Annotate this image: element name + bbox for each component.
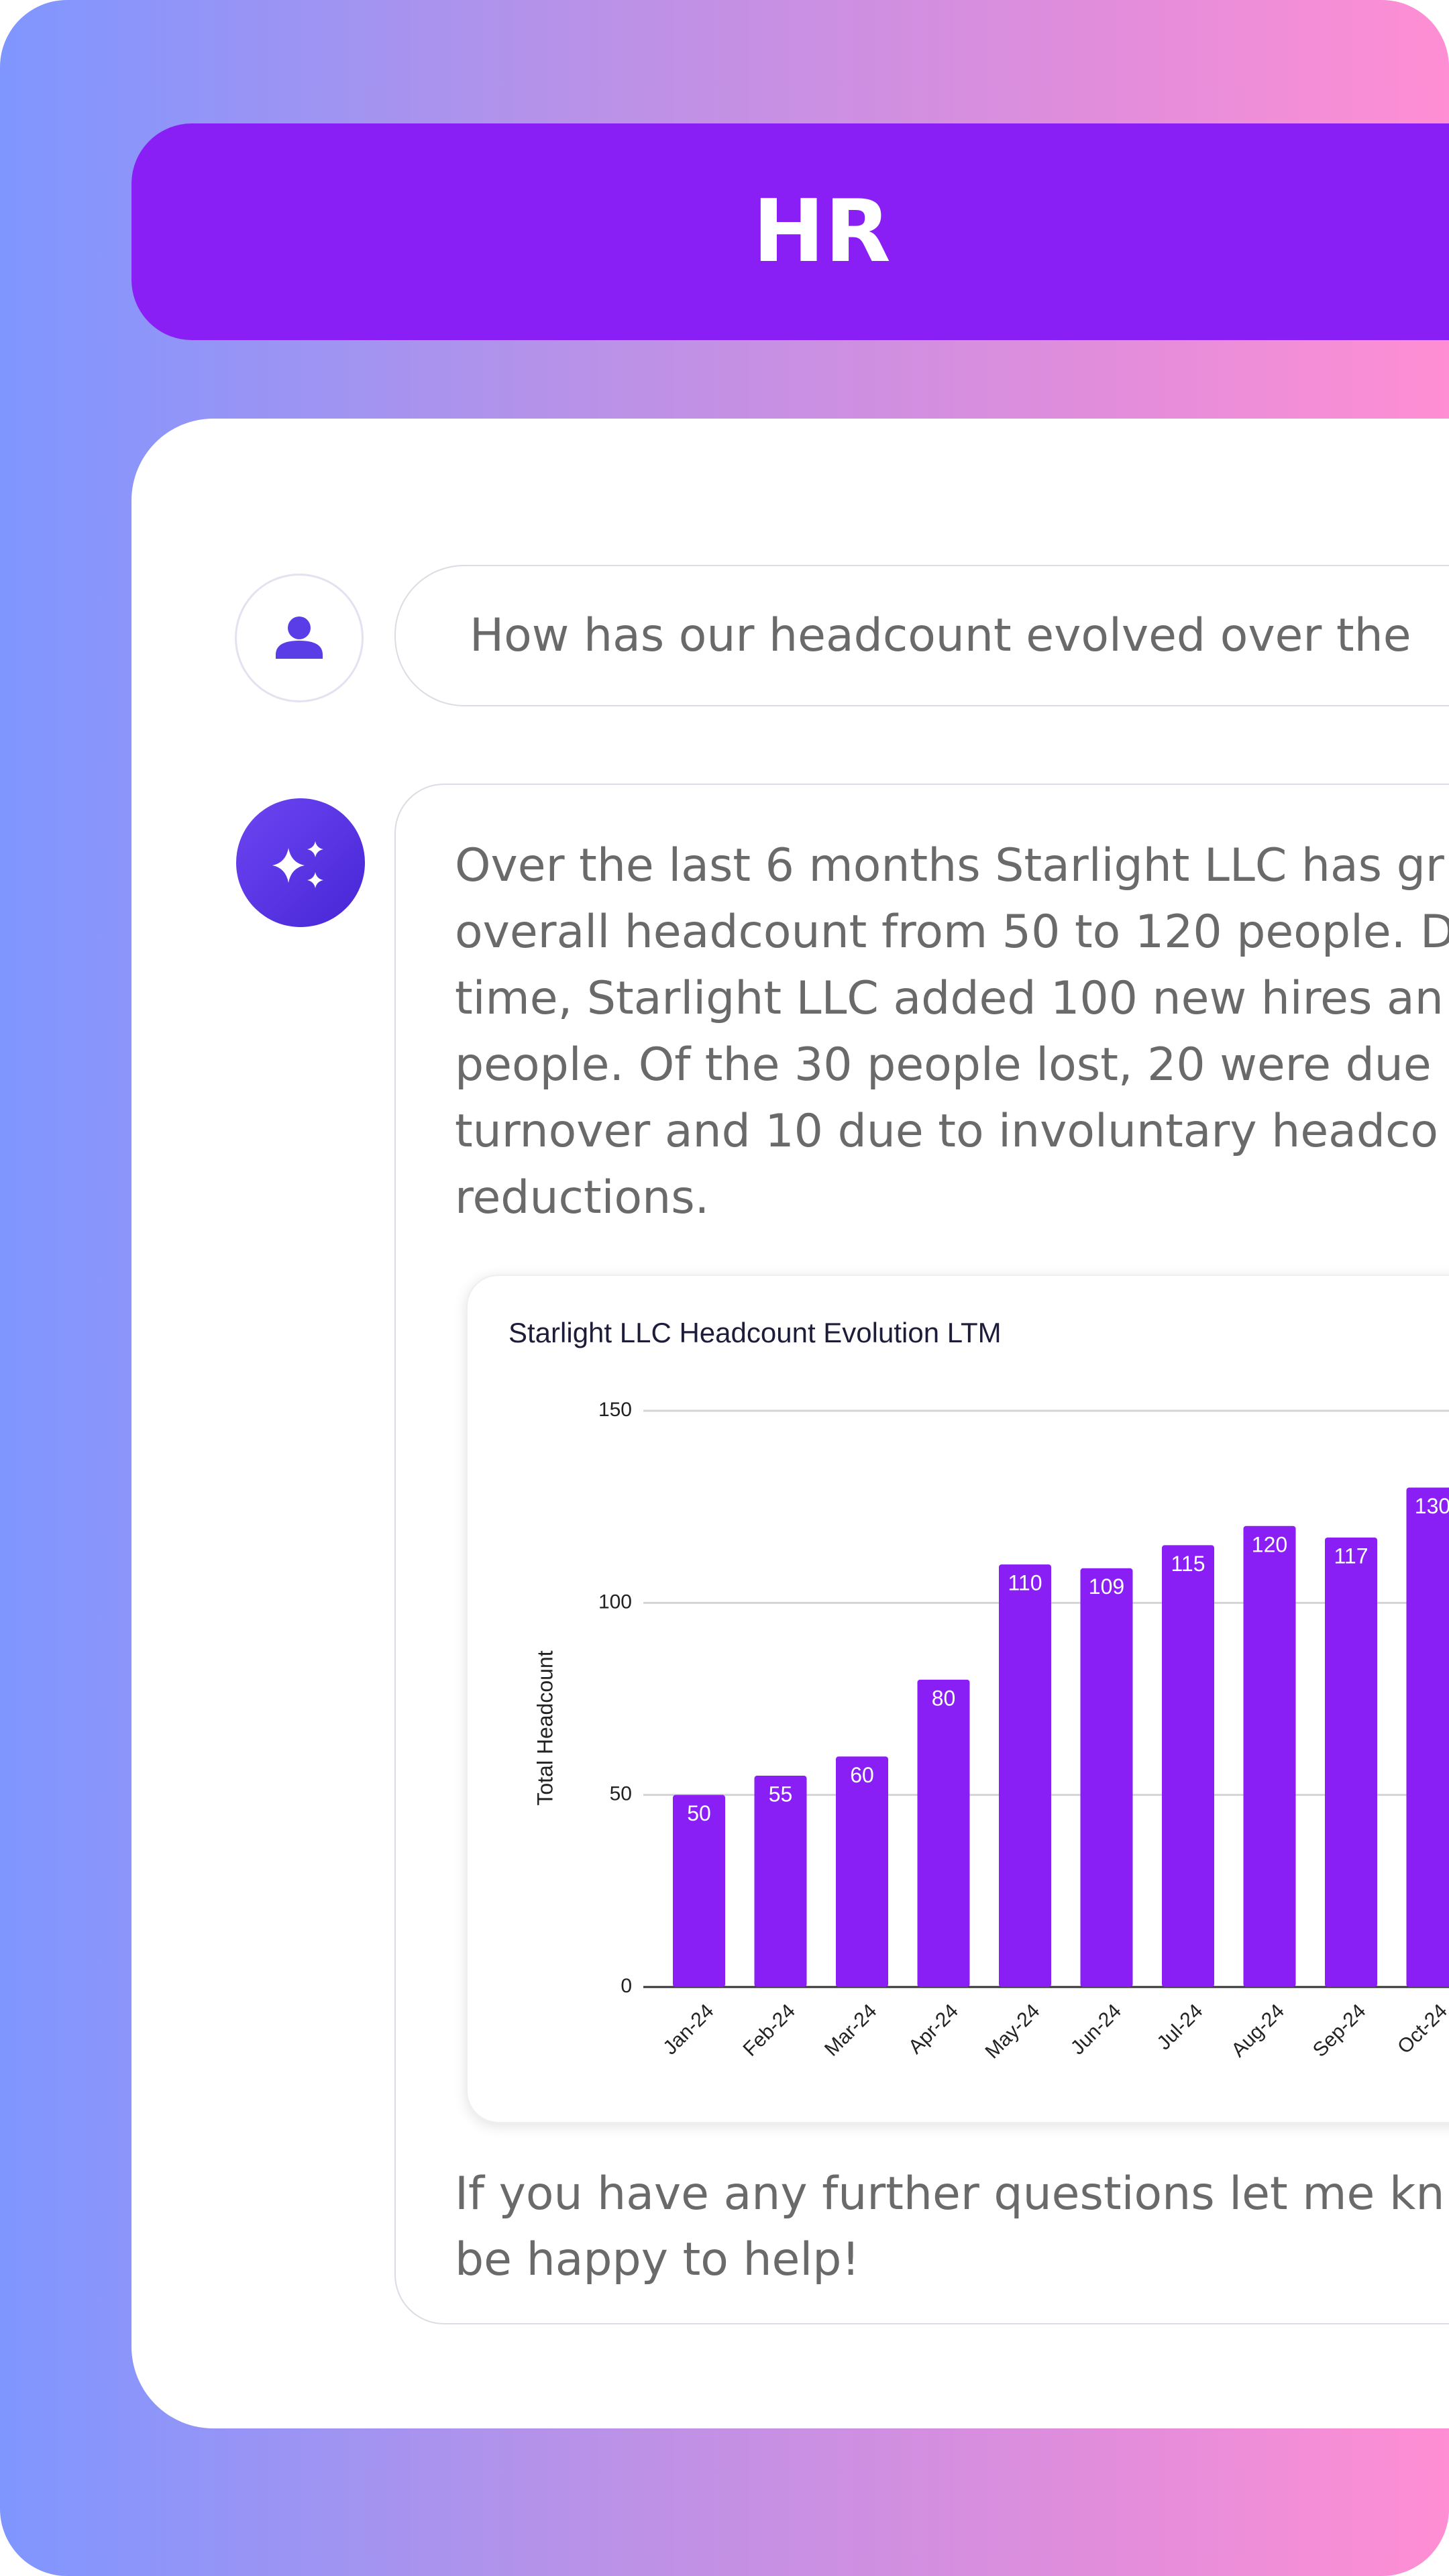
x-tick-label: May-24	[981, 2000, 1044, 2063]
assistant-avatar	[236, 798, 365, 927]
x-tick-label: Jan-24	[659, 2000, 718, 2059]
y-tick-label: 100	[598, 1591, 632, 1613]
message-line: reductions.	[455, 1171, 710, 1224]
bar-value-label: 55	[769, 1782, 793, 1806]
message-line: people. Of the 30 people lost, 20 were d…	[455, 1038, 1432, 1091]
message-line: turnover and 10 due to involuntary headc…	[455, 1105, 1438, 1158]
chat-card: How has our headcount evolved over the S…	[131, 419, 1449, 2428]
user-icon	[276, 616, 323, 659]
y-axis-label: Total Headcount	[533, 1650, 557, 1805]
x-tick-label: Aug-24	[1227, 2000, 1289, 2061]
y-tick-label: 0	[621, 1975, 632, 1997]
bar-value-label: 109	[1089, 1574, 1124, 1599]
user-avatar	[235, 574, 364, 702]
bar	[1080, 1568, 1133, 1987]
bar	[999, 1564, 1051, 1987]
bar	[836, 1756, 888, 1987]
y-tick-label: 150	[598, 1399, 632, 1421]
sparkle-icon	[272, 841, 323, 888]
bar	[1243, 1525, 1296, 1987]
message-line: Over the last 6 months Starlight LLC has…	[455, 839, 1444, 892]
bar	[1162, 1545, 1214, 1987]
bar-value-label: 130	[1415, 1494, 1449, 1518]
bar	[754, 1776, 807, 1987]
chart-title: Starlight LLC Headcount Evolution LTM	[508, 1317, 1002, 1348]
closing-line: be happy to help!	[455, 2233, 860, 2286]
y-tick-label: 50	[610, 1783, 632, 1805]
message-line: overall headcount from 50 to 120 people.…	[455, 906, 1449, 959]
x-tick-label: Mar-24	[820, 2000, 881, 2061]
bar	[917, 1679, 970, 1987]
closing-line: If you have any further questions let me…	[455, 2167, 1445, 2220]
bar	[1406, 1487, 1449, 1987]
x-tick-label: Sep-24	[1309, 2000, 1371, 2061]
bar	[1325, 1537, 1377, 1987]
user-message: How has our headcount evolved over the	[394, 565, 1449, 706]
bar-value-label: 110	[1008, 1571, 1042, 1595]
chart: Starlight LLC Headcount Evolution LTM Tot…	[508, 1317, 1449, 2063]
x-tick-label: Oct-24	[1393, 2000, 1449, 2058]
x-tick-label: Jul-24	[1152, 2000, 1207, 2054]
x-tick-label: Feb-24	[739, 2000, 800, 2061]
header: HR	[131, 123, 1449, 340]
bar-value-label: 60	[850, 1763, 874, 1787]
bar-value-label: 117	[1334, 1544, 1368, 1568]
chart-card: Starlight LLC Headcount Evolution LTM Tot…	[466, 1275, 1449, 2123]
user-message-text: How has our headcount evolved over the	[470, 609, 1411, 662]
message-line: time, Starlight LLC added 100 new hires …	[455, 972, 1444, 1025]
bar	[673, 1794, 725, 1987]
assistant-message: Starlight LLC Headcount Evolution LTM Tot…	[394, 784, 1449, 2324]
x-tick-label: Jun-24	[1067, 2000, 1126, 2059]
bar-value-label: 50	[687, 1801, 711, 1825]
bar-value-label: 115	[1171, 1552, 1205, 1576]
bar-value-label: 80	[932, 1686, 956, 1710]
x-tick-label: Apr-24	[904, 2000, 963, 2058]
bar-value-label: 120	[1252, 1532, 1287, 1556]
